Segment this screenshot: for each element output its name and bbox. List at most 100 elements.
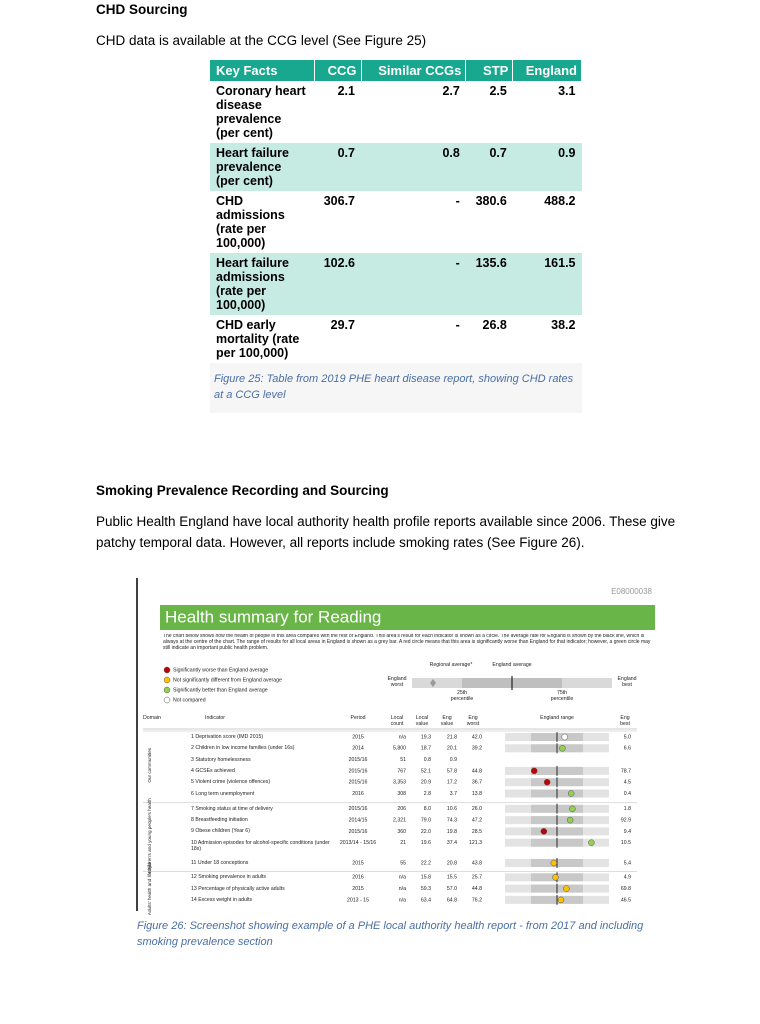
table-row: CHD admissions (rate per 100,000) 306.7-3… bbox=[210, 191, 582, 253]
table-cell: 102.6 bbox=[314, 253, 361, 315]
eng-value: 19.8 bbox=[447, 829, 457, 835]
period: 2016 bbox=[352, 791, 364, 797]
table-cell: 29.7 bbox=[314, 315, 361, 363]
table-cell: - bbox=[361, 191, 466, 253]
eng-worst: 25.7 bbox=[472, 875, 482, 881]
legend-label: Significantly worse than England average bbox=[173, 667, 268, 673]
description: The chart below shows how the health of … bbox=[163, 634, 651, 651]
indicator-box: 8 Breastfeeding initiation bbox=[191, 817, 248, 824]
local-value-dot bbox=[550, 859, 558, 867]
period: 2015/16 bbox=[349, 829, 368, 835]
area-code: E08000038 bbox=[611, 587, 652, 596]
scale-label: Regional average* bbox=[429, 662, 473, 668]
local-value: 52.1 bbox=[421, 768, 431, 774]
eng-best: 46.5 bbox=[621, 897, 631, 903]
column-header-box: Eng worst bbox=[467, 715, 479, 727]
local-value-dot bbox=[543, 778, 551, 786]
domain-label: Our communities bbox=[147, 747, 152, 782]
column-header: Local count bbox=[390, 715, 404, 727]
eng-best: 1.8 bbox=[624, 806, 631, 812]
column-header: STP bbox=[465, 60, 514, 81]
indicator-box: 13 Percentage of physically active adult… bbox=[191, 886, 285, 892]
local-value-dot bbox=[552, 874, 559, 881]
eng-value: 3.7 bbox=[450, 791, 457, 797]
table-cell: 161.5 bbox=[512, 253, 582, 315]
local-value: 79.0 bbox=[421, 817, 431, 823]
local-value: 22.0 bbox=[421, 829, 431, 835]
column-header-box: Indicator bbox=[205, 715, 225, 721]
eng-worst: 36.7 bbox=[472, 780, 482, 786]
column-header-box: Period bbox=[351, 715, 366, 721]
legend-swatch bbox=[163, 676, 171, 684]
period: 2015/16 bbox=[349, 768, 368, 774]
eng-worst: 13.8 bbox=[472, 791, 482, 797]
eng-worst: 121.3 bbox=[469, 840, 482, 846]
indicator-box: 3 Statutory homelessness bbox=[191, 757, 251, 763]
column-header-box: Local count bbox=[390, 715, 404, 727]
period: 2014/15 bbox=[349, 817, 368, 823]
table-row: Heart failure admissions (rate per 100,0… bbox=[210, 253, 582, 315]
local-value: 2.8 bbox=[424, 791, 431, 797]
local-value: 8.0 bbox=[424, 806, 431, 812]
column-header-box: Eng value bbox=[441, 715, 453, 727]
scale-label-box: England best bbox=[617, 676, 637, 688]
indicator-box: 2 Children in low income families (under… bbox=[191, 745, 295, 752]
local-count: 5,800 bbox=[393, 746, 406, 752]
local-value: 15.8 bbox=[421, 875, 431, 881]
indicator-box: 6 Long term unemployment bbox=[191, 791, 254, 797]
indicator: 14 Excess weight in adults bbox=[191, 896, 253, 903]
eng-best: 9.4 bbox=[624, 829, 631, 835]
eng-best: 0.4 bbox=[624, 791, 631, 797]
eng-best: 5.4 bbox=[624, 860, 631, 866]
column-header: CCG bbox=[314, 60, 362, 81]
eng-value: 64.8 bbox=[447, 897, 457, 903]
local-count: 206 bbox=[397, 806, 406, 812]
period: 2016 bbox=[352, 875, 364, 881]
period: 2015 bbox=[352, 860, 364, 866]
local-value: 22.2 bbox=[421, 860, 431, 866]
eng-value: 21.8 bbox=[447, 734, 457, 740]
table-cell: 2.1 bbox=[314, 81, 361, 143]
period: 2015/16 bbox=[349, 780, 368, 786]
local-value: 19.3 bbox=[421, 734, 431, 740]
indicator: 2 Children in low income families (under… bbox=[191, 745, 295, 752]
scale-label: England best bbox=[617, 676, 637, 688]
column-header: Similar CCGs bbox=[361, 60, 467, 81]
table-cell: 2.7 bbox=[361, 81, 466, 143]
table-cell: 0.9 bbox=[512, 143, 582, 191]
indicator: 7 Smoking status at time of delivery bbox=[191, 805, 273, 812]
table-cell: 135.6 bbox=[465, 253, 513, 315]
local-count: 21 bbox=[400, 840, 406, 846]
eng-worst: 47.2 bbox=[472, 817, 482, 823]
scale-label-box: Regional average* bbox=[429, 662, 473, 668]
column-header-box: England range bbox=[540, 715, 574, 721]
local-value-dot bbox=[563, 885, 570, 892]
table-cell: 26.8 bbox=[465, 315, 513, 363]
eng-value: 10.6 bbox=[447, 806, 457, 812]
column-header-box: Domain bbox=[143, 715, 161, 721]
table-cell: 3.1 bbox=[512, 81, 582, 143]
eng-worst: 42.0 bbox=[472, 734, 482, 740]
legend-label: Not compared bbox=[173, 697, 206, 703]
eng-best: 4.9 bbox=[624, 875, 631, 881]
column-header-box: Local value bbox=[416, 715, 428, 727]
domain-label: Adults' health and lifestyle bbox=[147, 862, 152, 915]
local-value-dot bbox=[559, 745, 566, 752]
local-count: 308 bbox=[397, 791, 406, 797]
eng-worst: 76.2 bbox=[472, 897, 482, 903]
column-header: Eng best bbox=[620, 715, 630, 727]
indicator: 8 Breastfeeding initiation bbox=[191, 817, 248, 824]
paragraph: CHD data is available at the CCG level (… bbox=[96, 33, 427, 48]
indicator-box: 4 GCSEs achieved bbox=[191, 768, 235, 774]
report-screenshot: E08000038 Health summary for Reading The… bbox=[125, 578, 660, 958]
local-value-dot bbox=[566, 816, 574, 824]
figure-caption: Figure 26: Screenshot showing example of… bbox=[137, 920, 644, 948]
column-header-box: Eng best bbox=[620, 715, 630, 727]
eng-value: 20.1 bbox=[447, 746, 457, 752]
indicator: 10 Admission episodes for alcohol-specif… bbox=[191, 839, 330, 852]
section-heading: Smoking Prevalence Recording and Sourcin… bbox=[96, 483, 389, 498]
period: 2015 bbox=[352, 734, 364, 740]
domain-label: Children's and young people's health bbox=[147, 798, 152, 873]
column-header: Indicator bbox=[205, 715, 225, 721]
table-row: Coronary heart disease prevalence (per c… bbox=[210, 81, 582, 143]
